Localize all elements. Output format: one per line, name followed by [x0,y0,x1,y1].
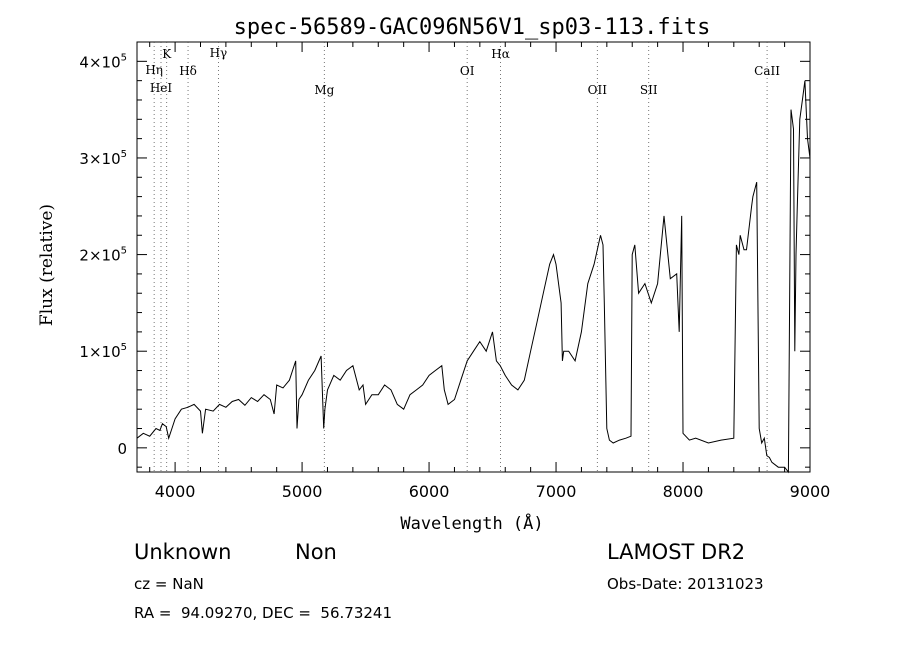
line-marker-label: K [162,47,172,61]
coordinates-text: RA = 94.09270, DEC = 56.73241 [134,604,393,622]
line-marker-label: Hδ [179,64,197,78]
y-tick-label: 3×105 [79,149,127,168]
y-tick-label: 2×105 [79,246,127,265]
x-tick-label: 4000 [155,482,196,501]
plot-area-frame [136,41,811,473]
y-tick-label: 4×105 [79,52,127,71]
line-marker-label: OI [460,64,475,78]
chart-title: spec-56589-GAC096N56V1_sp03-113.fits [234,15,711,40]
line-marker-label: SII [640,83,658,97]
x-tick-label: 7000 [536,482,577,501]
x-axis-label: Wavelength (Å) [400,512,543,534]
x-tick-label: 9000 [790,482,831,501]
line-marker-label: Hα [491,47,510,61]
spectrum-line [136,80,811,474]
survey-name: LAMOST DR2 [607,540,746,564]
y-tick-label: 1×105 [79,342,127,361]
line-marker-label: Hγ [210,46,228,60]
redshift-text: cz = NaN [134,575,204,593]
line-marker-label: CaII [754,64,780,78]
line-marker-label: OII [588,83,608,97]
x-tick-label: 6000 [409,482,450,501]
x-tick-label: 8000 [663,482,704,501]
x-tick-label: 5000 [282,482,323,501]
object-class: Unknown [134,540,232,564]
axes: 4000 5000 6000 7000 8000 9000 0 1×105 2×105 3×105… [79,41,831,501]
y-axis-label: Flux (relative) [37,204,57,326]
y-tick-label: 0 [117,440,127,458]
line-marker-label: HeI [150,81,173,95]
line-markers: Hη HeI K Hδ Hγ Mg OI Hα OII SII CaII [145,42,780,472]
line-marker-label: Mg [314,83,334,97]
object-subclass: Non [295,540,337,564]
obs-date-text: Obs-Date: 20131023 [607,575,764,593]
line-marker-label: Hη [145,63,163,77]
